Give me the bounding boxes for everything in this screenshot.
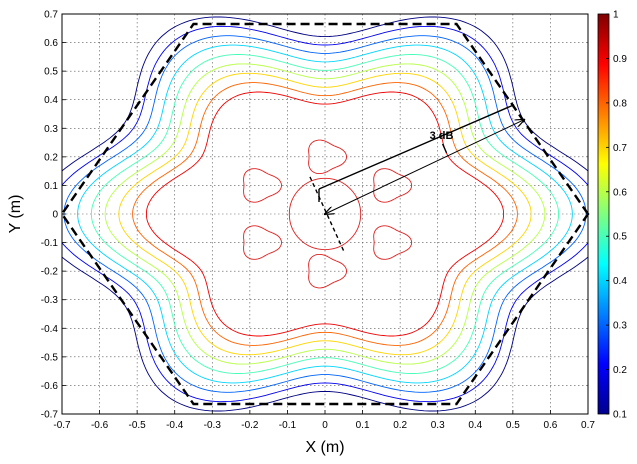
dimension-line — [318, 104, 515, 190]
y-tick-label: 0.7 — [44, 10, 58, 21]
x-tick-label: 0 — [322, 420, 328, 431]
y-tick-label: 0 — [52, 210, 58, 221]
colorbar-tick-label: 0.6 — [613, 187, 627, 198]
blob-contour — [373, 225, 413, 260]
arrow-line — [325, 120, 524, 214]
x-tick-label: -0.5 — [129, 420, 147, 431]
colorbar-tick-label: 0.7 — [613, 143, 627, 154]
colorbar-tick-label: 0.1 — [613, 410, 627, 421]
contour-line — [77, 44, 573, 384]
x-tick-label: -0.7 — [53, 420, 71, 431]
y-tick-label: -0.3 — [41, 295, 59, 306]
contour-line — [104, 63, 546, 365]
colorbar-ticks: 0.1 0.2 0.3 0.4 0.5 0.6 0.7 0.8 0.9 1 — [606, 10, 627, 421]
contour-line — [62, 16, 588, 412]
contour-line — [145, 91, 505, 337]
contour-line — [132, 82, 518, 346]
y-tick-label: -0.4 — [41, 324, 59, 335]
colorbar-tick-label: 0.9 — [613, 54, 627, 65]
y-tick-label: 0.6 — [44, 38, 58, 49]
blob-contour — [243, 225, 282, 260]
x-tick-label: 0.2 — [393, 420, 407, 431]
colorbar — [597, 13, 610, 415]
x-axis-label: X (m) — [305, 439, 344, 456]
y-tick-label: 0.4 — [44, 95, 58, 106]
colorbar-tick-label: 0.4 — [613, 276, 627, 287]
annotation-group: 3 dB — [309, 104, 524, 252]
annotation-label: 3 dB — [430, 130, 454, 142]
x-tick-label: 0.3 — [431, 420, 445, 431]
y-tick-label: 0.2 — [44, 152, 58, 163]
y-axis-label: Y (m) — [7, 195, 24, 234]
y-tick-label: -0.2 — [41, 267, 59, 278]
x-tick-label: 0.5 — [506, 420, 520, 431]
x-tick-label: 0.4 — [468, 420, 482, 431]
x-tick-label: 0.7 — [581, 420, 595, 431]
colorbar-tick-label: 1 — [613, 10, 619, 21]
axis-ticks: -0.7 -0.6 -0.5 -0.4 -0.3 -0.2 -0.1 0 0.1 0.2 0.3 0.… — [41, 10, 596, 432]
y-tick-label: 0.5 — [44, 67, 58, 78]
x-tick-label: -0.6 — [91, 420, 109, 431]
x-tick-label: -0.1 — [279, 420, 297, 431]
x-tick-label: 0.1 — [356, 420, 370, 431]
contour-line — [118, 72, 532, 356]
label-leader — [441, 143, 448, 154]
x-tick-label: -0.4 — [166, 420, 184, 431]
hexagon-boundary — [60, 22, 590, 406]
x-tick-label: -0.2 — [241, 420, 259, 431]
y-tick-label: -0.7 — [41, 410, 59, 421]
colorbar-tick-label: 0.5 — [613, 232, 627, 243]
y-tick-label: 0.1 — [44, 181, 58, 192]
blob-contour — [243, 168, 282, 203]
contour-line — [62, 25, 588, 403]
x-tick-label: 0.6 — [543, 420, 557, 431]
y-tick-label: 0.3 — [44, 124, 58, 135]
colorbar-tick-label: 0.3 — [613, 321, 627, 332]
contour-line — [90, 54, 560, 374]
colorbar-tick-label: 0.2 — [613, 365, 627, 376]
x-tick-label: -0.3 — [204, 420, 222, 431]
blob-contour — [308, 253, 348, 289]
y-tick-label: -0.5 — [41, 352, 59, 363]
hexagon-outline — [60, 22, 590, 406]
y-tick-label: -0.6 — [41, 381, 59, 392]
colorbar-tick-label: 0.8 — [613, 98, 627, 109]
y-tick-label: -0.1 — [41, 238, 59, 249]
